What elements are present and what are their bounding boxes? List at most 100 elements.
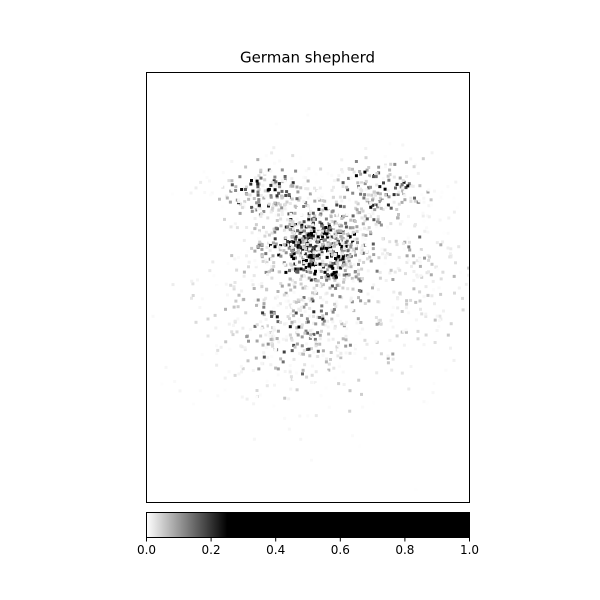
saliency-pixel [292,314,296,318]
saliency-pixel [258,393,262,397]
saliency-pixel [384,193,388,197]
saliency-pixel [265,384,269,388]
saliency-pixel [351,230,355,234]
saliency-pixel [320,304,324,308]
saliency-pixel [238,211,242,215]
saliency-pixel [367,193,370,197]
saliency-pixel [340,199,344,203]
saliency-pixel [349,245,353,249]
saliency-pixel [435,265,438,269]
saliency-pixel [310,295,314,299]
saliency-pixel [228,347,232,351]
saliency-pixel [422,219,426,223]
saliency-pixel [271,332,274,336]
saliency-pixel [340,158,344,162]
saliency-pixel [235,226,239,230]
saliency-pixel [284,338,288,342]
saliency-pixel [305,321,309,324]
saliency-pixel [232,305,236,309]
saliency-pixel [297,251,301,255]
saliency-pixel [325,291,329,295]
saliency-pixel [256,237,260,240]
saliency-pixel [335,283,339,287]
saliency-pixel [363,356,367,360]
saliency-pixel [230,188,234,192]
saliency-pixel [308,239,312,242]
saliency-pixel [337,343,341,347]
saliency-pixel [192,402,195,406]
saliency-pixel [355,230,359,233]
colorbar [146,512,470,538]
saliency-pixel [404,272,407,276]
saliency-pixel [388,173,392,177]
saliency-pixel [352,247,355,251]
saliency-pixel [377,203,381,207]
saliency-pixel [293,211,297,215]
saliency-pixel [310,364,314,368]
saliency-pixel [321,349,325,353]
saliency-pixel [214,326,218,330]
saliency-pixel [457,245,461,249]
saliency-pixel [397,213,400,216]
saliency-pixel [255,248,259,252]
saliency-pixel [383,154,387,158]
saliency-pixel [318,186,322,190]
saliency-pixel [311,191,315,195]
saliency-pixel [346,255,350,259]
saliency-pixel [324,263,328,267]
saliency-pixel [339,266,343,270]
saliency-pixel [236,305,240,309]
saliency-pixel [413,196,416,200]
saliency-pixel [351,191,355,195]
saliency-pixel [158,309,162,312]
saliency-pixel [250,279,254,283]
saliency-pixel [330,308,334,312]
saliency-pixel [291,220,295,224]
saliency-pixel [230,254,234,258]
saliency-pixel [208,179,211,183]
saliency-pixel [356,202,360,206]
saliency-pixel [300,223,304,227]
saliency-pixel [300,335,304,339]
saliency-pixel [269,245,273,249]
saliency-pixel [332,287,336,291]
saliency-pixel [335,222,339,226]
saliency-pixel [372,218,376,222]
saliency-pixel [283,416,287,420]
saliency-pixel [283,322,286,326]
saliency-pixel [409,365,413,368]
saliency-pixel [405,299,409,303]
saliency-pixel [375,322,379,326]
saliency-pixel [347,245,351,249]
saliency-pixel [333,324,337,328]
saliency-pixel [384,163,387,167]
saliency-pixel [255,395,258,399]
saliency-pixel [446,246,450,250]
saliency-pixel [232,285,236,289]
saliency-pixel [401,143,405,147]
saliency-pixel [361,405,365,409]
saliency-pixel [355,228,359,232]
saliency-pixel [333,220,337,224]
saliency-pixel [306,267,310,271]
saliency-pixel [329,250,332,253]
saliency-pixel [262,210,266,213]
saliency-pixel [262,355,266,359]
saliency-pixel [325,312,328,316]
saliency-pixel [364,233,368,237]
saliency-pixel [366,292,370,296]
saliency-pixel [275,235,279,239]
saliency-pixel [360,183,364,187]
saliency-pixel [183,171,187,175]
saliency-pixel [338,242,342,246]
saliency-pixel [292,257,296,261]
saliency-pixel [334,305,338,309]
saliency-pixel [420,193,424,196]
saliency-pixel [317,232,321,236]
saliency-pixel [310,229,313,233]
saliency-pixel [304,266,308,269]
axes-frame [146,72,470,503]
saliency-pixel [361,222,365,226]
saliency-pixel [304,201,308,205]
saliency-pixel [324,275,328,279]
